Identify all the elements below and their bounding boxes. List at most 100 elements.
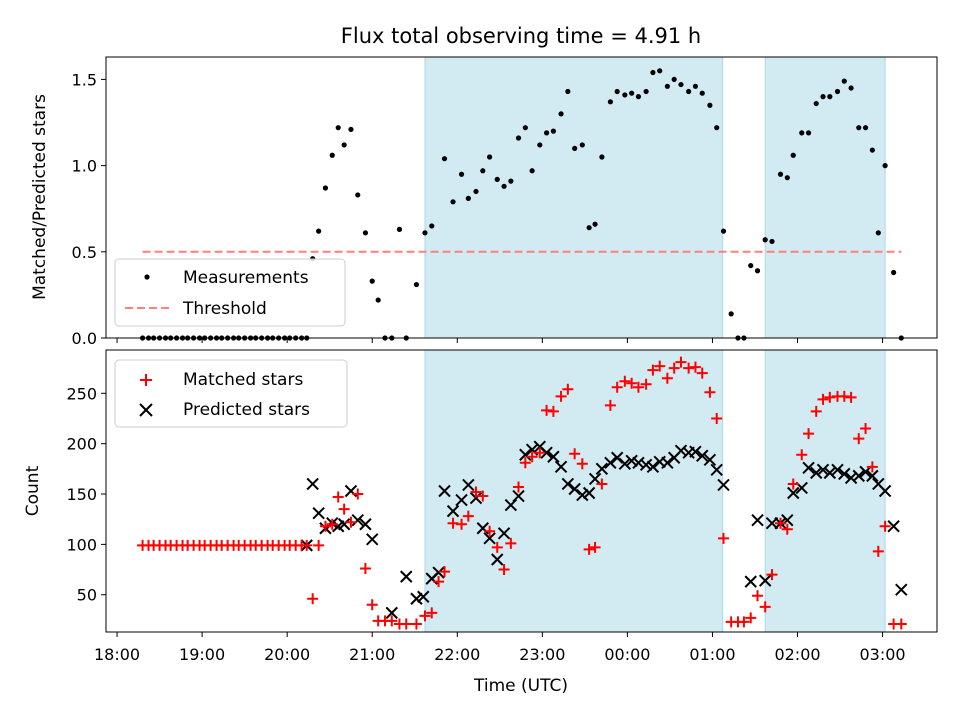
measurement-point — [841, 78, 847, 84]
matched-star-point — [589, 541, 601, 553]
measurement-point — [441, 156, 448, 162]
predicted-star-point — [758, 574, 772, 587]
matched-star-point — [319, 520, 331, 532]
predicted-star-point — [512, 489, 525, 503]
measurement-point — [413, 281, 420, 288]
measurement-point — [664, 83, 670, 89]
predicted-star-point — [497, 527, 511, 540]
measurement-point — [699, 90, 705, 96]
matched-star-point — [668, 362, 680, 374]
matched-star-point — [433, 576, 445, 588]
measurement-point — [522, 125, 528, 131]
measurement-point — [692, 83, 699, 89]
predicted-star-point — [417, 590, 430, 603]
matched-star-point — [661, 372, 673, 384]
predicted-star-point — [312, 506, 325, 520]
matched-star-point — [774, 517, 786, 529]
measurement-point — [777, 171, 784, 177]
matched-star-point — [704, 386, 716, 398]
predicted-star-point — [751, 513, 764, 527]
top-legend: Measurements Threshold — [114, 258, 346, 327]
matched-star-point — [484, 525, 496, 537]
measurement-point — [362, 230, 369, 236]
predicted-star-point — [710, 463, 723, 477]
matched-star-point — [817, 393, 829, 405]
matched-star-point — [752, 590, 764, 602]
matched-star-point — [332, 491, 344, 503]
top-y-axis-label: Matched/Predicted stars — [30, 94, 50, 300]
x-tick-label: 23:00 — [519, 645, 565, 664]
measurement-point — [396, 226, 403, 232]
measurement-point — [862, 125, 869, 131]
matched-star-point — [879, 520, 891, 532]
measurement-point — [572, 145, 578, 151]
predicted-star-point — [561, 477, 575, 491]
bottom-legend-box — [114, 359, 348, 428]
matched-star-point — [352, 488, 364, 500]
matched-star-point — [505, 537, 517, 549]
matched-star-point — [426, 607, 438, 619]
matched-star-point — [738, 616, 750, 628]
predicted-star-point — [410, 592, 423, 605]
matched-star-points — [137, 356, 907, 630]
measurement-point — [728, 311, 734, 317]
x-tick-label: 20:00 — [264, 645, 310, 664]
measurement-point — [480, 168, 486, 174]
bottom-panel: 50 100 150 200 250 18:00 19:00 20:00 21:00 22:00… — [23, 349, 938, 696]
matched-star-point — [711, 412, 723, 424]
predicted-star-point — [446, 504, 460, 518]
top-panel: 0.0 0.5 1.0 1.5 Matched/Predicted stars Mea… — [30, 56, 938, 348]
top-x-ticks — [116, 338, 884, 343]
y-tick-label: 200 — [66, 435, 97, 454]
predicted-star-point — [595, 462, 609, 476]
chart-title: Flux total observing time = 4.91 h — [341, 24, 701, 48]
predicted-star-point — [483, 532, 496, 545]
predicted-star-point — [491, 553, 504, 566]
y-tick-label: 250 — [66, 384, 97, 403]
predicted-star-point — [866, 469, 879, 483]
measurement-point — [529, 168, 535, 174]
matched-star-point — [845, 391, 857, 403]
x-tick-label: 21:00 — [349, 645, 395, 664]
predicted-star-point — [351, 513, 364, 527]
matched-star-point — [386, 615, 398, 627]
measurement-point — [635, 94, 642, 100]
predicted-star-point — [838, 467, 851, 481]
measurement-points — [139, 68, 904, 341]
y-tick-label: 0.5 — [72, 243, 97, 262]
predicted-star-point — [802, 461, 815, 475]
measurement-point — [820, 94, 826, 100]
measurement-point — [579, 142, 585, 148]
legend-predicted-label: Predicted stars — [183, 400, 310, 420]
measurement-point — [537, 142, 543, 148]
predicted-star-point — [547, 450, 560, 463]
matched-star-point — [541, 404, 553, 416]
predicted-star-point — [337, 518, 351, 531]
measurement-point — [565, 88, 571, 95]
measurement-point — [465, 195, 471, 201]
legend-measurements-marker — [144, 274, 150, 280]
matched-star-point — [326, 518, 338, 530]
measurement-point — [678, 81, 684, 88]
measurement-point — [550, 128, 556, 134]
matched-star-point — [745, 612, 757, 624]
matched-star-point — [569, 448, 581, 460]
measurement-point — [762, 237, 768, 243]
measurement-point — [650, 69, 656, 76]
measurement-point — [714, 125, 720, 131]
x-tick-label: 03:00 — [860, 645, 906, 664]
matched-star-point — [860, 423, 872, 435]
predicted-star-point — [455, 493, 468, 507]
predicted-star-point — [639, 458, 653, 472]
measurement-point — [515, 135, 522, 141]
measurement-point — [790, 152, 796, 158]
matched-star-point — [366, 599, 378, 611]
matched-star-point — [526, 451, 538, 463]
predicted-star-point — [469, 491, 483, 505]
predicted-star-point — [588, 472, 602, 486]
predicted-star-point — [540, 446, 553, 459]
x-tick-label: 02:00 — [774, 645, 820, 664]
predicted-star-point — [400, 570, 413, 583]
predicted-star-point — [674, 444, 688, 457]
matched-star-point — [810, 405, 822, 417]
